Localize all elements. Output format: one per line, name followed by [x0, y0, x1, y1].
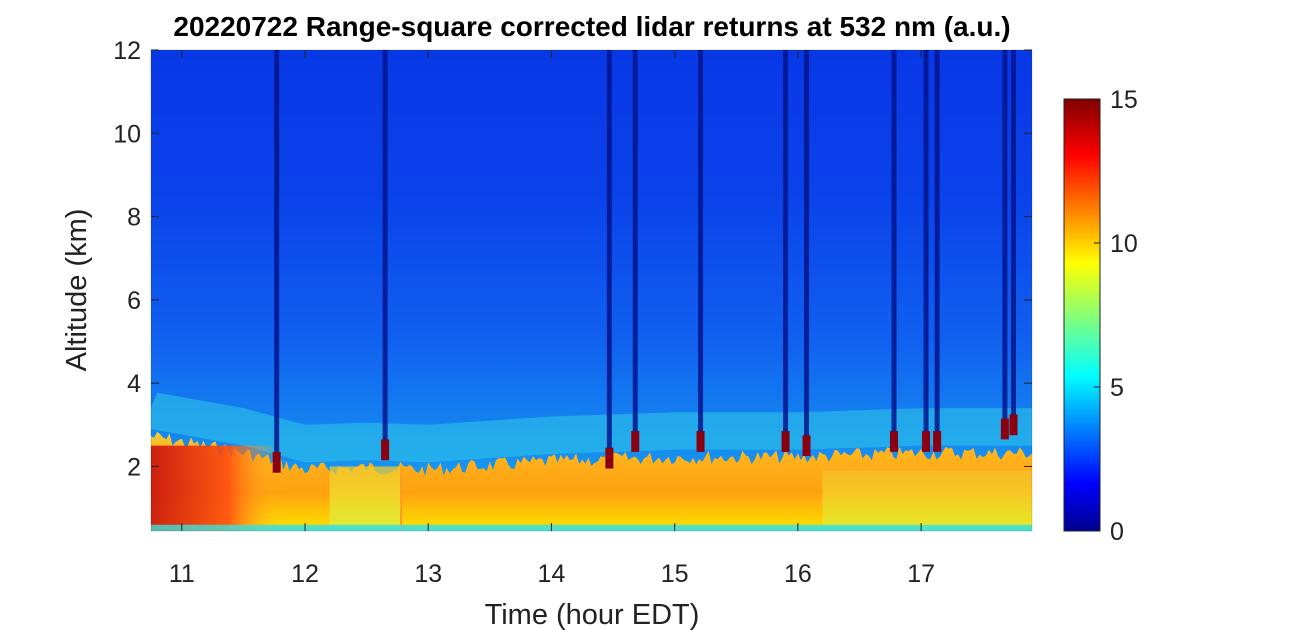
cloud-column [923, 50, 929, 442]
cloud-base [272, 451, 281, 473]
cloud-base [605, 447, 614, 469]
cloud-column [632, 50, 638, 442]
x-tick-label: 16 [784, 560, 812, 588]
colorbar [1063, 98, 1101, 532]
cloud-base [1000, 418, 1009, 440]
cloud-column [804, 50, 810, 446]
cloud-base [381, 439, 390, 461]
cloud-column [934, 50, 940, 442]
early-plume [151, 445, 281, 531]
cloud-column [274, 50, 280, 463]
cloud-base [781, 431, 790, 452]
cloud-column [1011, 50, 1017, 425]
pre-gap-region [329, 466, 402, 531]
cloud-column [382, 50, 388, 450]
y-tick-label: 4 [127, 370, 141, 398]
cloud-base [1009, 414, 1018, 436]
y-tick-label: 10 [113, 120, 141, 148]
aerosol-layer [151, 392, 1032, 463]
colorbar-tick-label: 5 [1110, 374, 1124, 402]
surface-band [151, 524, 1032, 531]
y-tick-label: 12 [113, 37, 141, 65]
colorbar-tick-label: 15 [1110, 86, 1138, 114]
x-tick-label: 15 [661, 560, 689, 588]
cloud-column [1002, 50, 1008, 429]
y-tick-label: 8 [127, 204, 141, 232]
x-tick-label: 13 [414, 560, 442, 588]
y-axis: 2 4 6 8 10 12 [113, 37, 1032, 481]
x-axis: 11 12 13 14 15 16 17 [169, 50, 935, 588]
y-tick-label: 6 [127, 287, 141, 315]
cloud-column [698, 50, 704, 442]
cloud-column [891, 50, 897, 442]
plot-frame [150, 49, 1033, 532]
y-tick-label: 2 [127, 453, 141, 481]
cloud-base [922, 431, 931, 452]
cloud-base [696, 431, 705, 452]
plot-area [151, 50, 1032, 531]
cloud-base [889, 431, 898, 452]
colorbar-tick-label: 0 [1110, 518, 1124, 546]
y-axis-label: Altitude (km) [61, 209, 93, 372]
cloud-base [631, 431, 640, 452]
colorbar-tick-label: 10 [1110, 230, 1138, 258]
cloud-base [933, 431, 942, 452]
x-tick-label: 12 [291, 560, 319, 588]
x-axis-label: Time (hour EDT) [485, 599, 700, 630]
cloud-base [802, 435, 811, 457]
late-region [822, 470, 1032, 531]
cloud-column [783, 50, 789, 442]
chart-title: 20220722 Range-square corrected lidar re… [173, 11, 1010, 42]
cloud-column [606, 50, 612, 459]
colorbar-ticks: 0 5 10 15 [1094, 86, 1138, 546]
x-tick-label: 14 [538, 560, 566, 588]
x-tick-label: 11 [169, 560, 195, 588]
x-tick-label: 17 [907, 560, 935, 588]
